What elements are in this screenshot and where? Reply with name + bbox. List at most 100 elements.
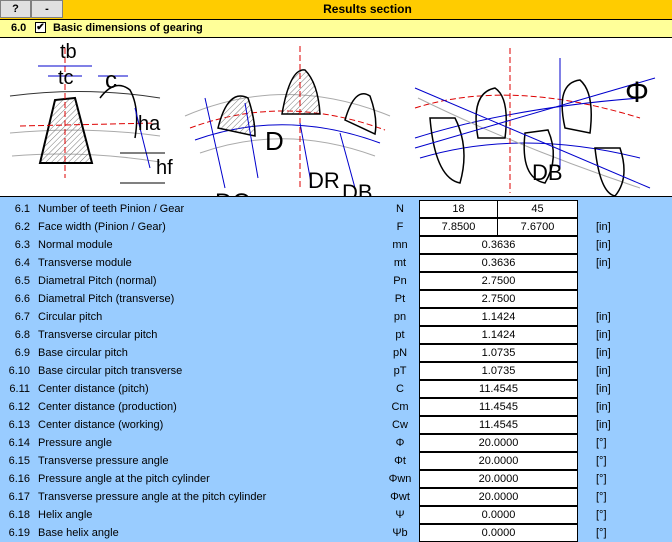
- value-cell[interactable]: 1.1424: [419, 326, 578, 344]
- row-symbol: Pt: [394, 293, 406, 305]
- row-unit: [°]: [596, 437, 607, 449]
- table-row: 6.14 Pressure angle Φ 20.0000 [°]: [0, 434, 672, 452]
- label-dr: DR: [308, 168, 340, 193]
- row-symbol: Ψb: [392, 527, 408, 539]
- row-symbol: N: [396, 203, 404, 215]
- row-label: Normal module: [38, 239, 113, 251]
- results-toolbar: ? - Results section: [0, 0, 672, 20]
- table-row: 6.13 Center distance (working) Cw 11.4545 [i…: [0, 416, 672, 434]
- row-symbol: mt: [393, 257, 407, 269]
- row-symbol: Cm: [391, 401, 409, 413]
- label-d: D: [265, 126, 284, 156]
- value-cell[interactable]: 1.0735: [419, 362, 578, 380]
- row-number: 6.12: [8, 401, 30, 413]
- row-symbol: Cw: [392, 419, 408, 431]
- value-cell[interactable]: 1.0735: [419, 344, 578, 362]
- row-number: 6.17: [8, 491, 30, 503]
- row-number: 6.16: [8, 473, 30, 485]
- row-label: Transverse pressure angle: [38, 455, 169, 467]
- value-cell[interactable]: 1.1424: [419, 308, 578, 326]
- section-checkbox[interactable]: ✔: [35, 22, 46, 33]
- row-number: 6.18: [8, 509, 30, 521]
- row-label: Diametral Pitch (normal): [38, 275, 157, 287]
- table-row: 6.19 Base helix angle Ψb 0.0000 [°]: [0, 524, 672, 542]
- row-unit: [in]: [596, 419, 611, 431]
- row-unit: [°]: [596, 473, 607, 485]
- row-unit: [in]: [596, 239, 611, 251]
- section-number: 6.0: [11, 22, 27, 34]
- row-number: 6.5: [14, 275, 30, 287]
- value-cell-gear[interactable]: 45: [497, 200, 578, 218]
- label-db2: DB: [532, 160, 563, 185]
- row-label: Center distance (pitch): [38, 383, 149, 395]
- table-row: 6.5 Diametral Pitch (normal) Pn 2.7500: [0, 272, 672, 290]
- minimize-button[interactable]: -: [31, 0, 63, 18]
- row-label: Helix angle: [38, 509, 93, 521]
- table-row: 6.15 Transverse pressure angle Φt 20.0000 [°…: [0, 452, 672, 470]
- row-number: 6.3: [14, 239, 30, 251]
- row-number: 6.8: [14, 329, 30, 341]
- value-cell[interactable]: 0.0000: [419, 524, 578, 542]
- row-number: 6.14: [8, 437, 30, 449]
- value-cell[interactable]: 11.4545: [419, 416, 578, 434]
- row-symbol: Φt: [394, 455, 406, 467]
- row-label: Diametral Pitch (transverse): [38, 293, 175, 305]
- value-cell[interactable]: 20.0000: [419, 452, 578, 470]
- value-cell[interactable]: 0.0000: [419, 506, 578, 524]
- table-row: 6.18 Helix angle Ψ 0.0000 [°]: [0, 506, 672, 524]
- row-unit: [in]: [596, 347, 611, 359]
- value-cell[interactable]: 11.4545: [419, 398, 578, 416]
- value-cell[interactable]: 2.7500: [419, 290, 578, 308]
- table-row: 6.16 Pressure angle at the pitch cylinder…: [0, 470, 672, 488]
- row-label: Circular pitch: [38, 311, 103, 323]
- gearing-diagram: tb tc c ha hf DO D DR DB: [0, 38, 672, 216]
- row-symbol: F: [396, 221, 404, 233]
- row-number: 6.11: [9, 383, 30, 395]
- value-cell[interactable]: 20.0000: [419, 488, 578, 506]
- label-phi: Φ: [625, 76, 649, 109]
- row-label: Center distance (production): [38, 401, 177, 413]
- row-label: Base circular pitch: [38, 347, 128, 359]
- value-cell-pinion[interactable]: 7.8500: [419, 218, 498, 236]
- value-cell-pinion[interactable]: 18: [419, 200, 498, 218]
- table-row: 6.4 Transverse module mt 0.3636 [in]: [0, 254, 672, 272]
- row-unit: [in]: [596, 401, 611, 413]
- label-hf: hf: [156, 157, 173, 179]
- row-unit: [in]: [596, 311, 611, 323]
- row-symbol: Ψ: [395, 509, 405, 521]
- table-row: 6.6 Diametral Pitch (transverse) Pt 2.7500: [0, 290, 672, 308]
- help-button[interactable]: ?: [0, 0, 31, 18]
- value-cell[interactable]: 0.3636: [419, 254, 578, 272]
- label-c: c: [105, 67, 117, 94]
- meshing-figure: DB Φ: [414, 48, 656, 197]
- row-label: Center distance (working): [38, 419, 164, 431]
- row-symbol: Pn: [393, 275, 407, 287]
- table-row: 6.7 Circular pitch pn 1.1424 [in]: [0, 308, 672, 326]
- section-title: Basic dimensions of gearing: [53, 22, 203, 34]
- value-cell-gear[interactable]: 7.6700: [497, 218, 578, 236]
- value-cell[interactable]: 20.0000: [419, 470, 578, 488]
- results-title: Results section: [323, 2, 412, 16]
- value-cell[interactable]: 0.3636: [419, 236, 578, 254]
- value-cell[interactable]: 2.7500: [419, 272, 578, 290]
- row-symbol: pt: [395, 329, 405, 341]
- row-number: 6.2: [14, 221, 30, 233]
- row-label: Pressure angle at the pitch cylinder: [38, 473, 210, 485]
- row-symbol: pT: [393, 365, 407, 377]
- row-unit: [in]: [596, 365, 611, 377]
- row-symbol: pN: [392, 347, 408, 359]
- tooth-detail-figure: tb tc c ha hf: [9, 41, 173, 184]
- row-label: Pressure angle: [38, 437, 112, 449]
- table-row: 6.9 Base circular pitch pN 1.0735 [in]: [0, 344, 672, 362]
- row-label: Base circular pitch transverse: [38, 365, 183, 377]
- row-number: 6.4: [14, 257, 30, 269]
- label-ha: ha: [138, 113, 161, 135]
- row-label: Transverse pressure angle at the pitch c…: [38, 491, 267, 503]
- label-db: DB: [342, 180, 373, 196]
- row-unit: [°]: [596, 491, 607, 503]
- value-cell[interactable]: 11.4545: [419, 380, 578, 398]
- row-label: Number of teeth Pinion / Gear: [38, 203, 185, 215]
- value-cell[interactable]: 20.0000: [419, 434, 578, 452]
- row-unit: [°]: [596, 527, 607, 539]
- table-row: 6.8 Transverse circular pitch pt 1.1424 [in]: [0, 326, 672, 344]
